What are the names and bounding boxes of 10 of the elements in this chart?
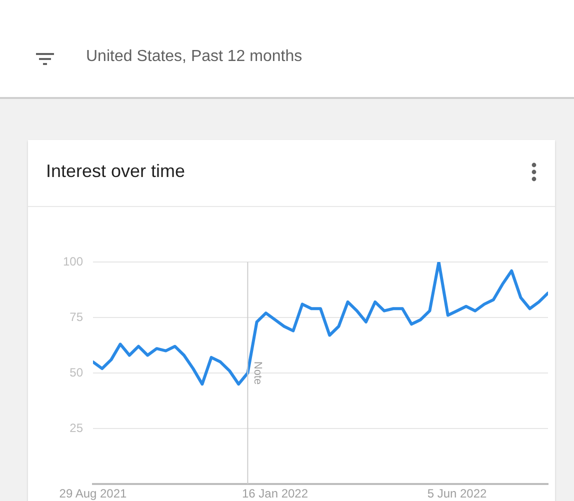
chart-title: Interest over time — [46, 161, 186, 182]
y-tick-label: 50 — [70, 365, 84, 380]
chart-subtitle: United States, Past 12 months — [86, 48, 302, 66]
ref-line-label: Note — [252, 361, 264, 385]
x-tick-label: 29 Aug 2021 — [59, 486, 128, 501]
y-tick-label: 100 — [62, 254, 84, 268]
x-tick-label: 5 Jun 2022 — [427, 486, 488, 501]
y-tick-label: 75 — [70, 310, 84, 324]
y-tick-label: 25 — [70, 420, 84, 435]
x-tick-label: 16 Jan 2022 — [242, 486, 308, 501]
